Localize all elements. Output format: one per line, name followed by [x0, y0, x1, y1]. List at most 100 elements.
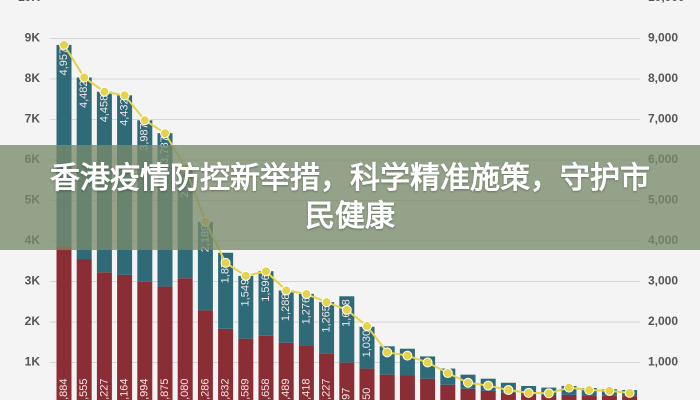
bar-segment: [218, 252, 234, 329]
line-point: [463, 377, 473, 388]
value-label: 3,555: [78, 378, 90, 400]
y2-tick-label: 7,000: [648, 112, 678, 126]
line-point: [422, 357, 433, 368]
line-point: [382, 347, 393, 358]
bar-segment: [96, 272, 112, 400]
value-label: 3,884: [58, 378, 70, 400]
bar-segment: [137, 281, 153, 400]
value-label: 1,288: [280, 294, 292, 322]
y-tick-label: 1K: [25, 355, 41, 369]
value-label: 3,987: [139, 123, 151, 151]
bar-segment: [258, 335, 274, 400]
value-label: 4,957: [58, 48, 70, 76]
value-label: 1,227: [321, 378, 333, 400]
line-point: [240, 270, 251, 281]
value-label: 4,482: [78, 81, 90, 109]
bar-segment: [379, 374, 395, 400]
line-point: [139, 115, 150, 126]
line-point: [523, 387, 534, 398]
bar-segment: [460, 388, 476, 400]
line-point: [281, 285, 292, 296]
bar-segment: [440, 384, 456, 400]
y-tick-label: 2K: [25, 314, 41, 328]
bar-segment: [56, 245, 72, 400]
value-label: 4,432: [119, 98, 131, 126]
line-point: [99, 86, 110, 97]
bar-segment: [561, 394, 577, 400]
value-label: 2,994: [139, 378, 151, 400]
bar-segment: [238, 338, 254, 400]
line-point: [483, 380, 494, 391]
line-point: [402, 350, 413, 361]
line-point: [604, 385, 615, 396]
value-label: 1,276: [300, 297, 312, 325]
value-label: 2,875: [159, 378, 171, 400]
bar-segment: [359, 326, 375, 369]
bar-segment: [177, 278, 193, 400]
chart-title: 香港疫情防控新举措，科学精准施策，守护市民健康: [50, 162, 650, 233]
value-label: 1,265: [321, 305, 333, 333]
line-point: [341, 304, 352, 315]
value-label: 850: [361, 388, 373, 400]
y-tick-label: 10K: [18, 0, 40, 4]
bar-segment: [278, 290, 294, 343]
value-label: 1,589: [240, 378, 252, 400]
y-tick-label: 3K: [25, 274, 41, 288]
y-tick-label: 8K: [25, 71, 41, 85]
bar-segment: [500, 392, 516, 400]
value-label: 1,418: [300, 378, 312, 400]
line-point: [564, 382, 574, 393]
line-point: [59, 39, 69, 50]
bar-segment: [278, 342, 294, 400]
bar-segment: [117, 274, 133, 400]
value-label: 1,832: [220, 378, 232, 400]
line-point: [584, 385, 595, 396]
bar-segment: [319, 353, 335, 400]
bar-segment: [157, 286, 173, 400]
line-point: [119, 90, 130, 101]
bar-segment: [218, 328, 234, 400]
line-point: [503, 385, 514, 396]
value-label: 2,286: [199, 378, 211, 400]
line-point: [261, 266, 271, 277]
bar-segment: [622, 396, 638, 400]
line-point: [442, 368, 453, 379]
line-point: [79, 72, 90, 83]
bar-segment: [319, 302, 335, 354]
bar-segment: [298, 345, 314, 400]
line-point: [321, 297, 332, 308]
bar-segment: [359, 368, 375, 400]
y2-tick-label: 2,000: [648, 314, 678, 328]
value-label: 1,596: [260, 274, 272, 302]
line-point: [543, 388, 554, 399]
value-label: 4,458: [98, 95, 110, 123]
line-point: [301, 289, 312, 300]
bar-segment: [399, 375, 415, 400]
y-tick-label: 9K: [25, 31, 41, 45]
bar-segment: [420, 378, 436, 400]
bar-segment: [197, 310, 213, 400]
y2-tick-label: 10,000: [648, 0, 685, 4]
value-label: 3,080: [179, 378, 191, 400]
bar-segment: [298, 293, 314, 346]
line-point: [624, 387, 635, 398]
y2-tick-label: 8,000: [648, 71, 678, 85]
bar-segment: [258, 271, 274, 336]
value-label: 1,489: [280, 378, 292, 400]
value-label: 997: [341, 388, 353, 400]
title-banner: [0, 145, 700, 250]
bar-segment: [581, 395, 597, 400]
value-label: 1,658: [260, 378, 272, 400]
line-point: [362, 321, 372, 332]
value-label: 1,549: [240, 279, 252, 307]
line-point: [220, 257, 231, 268]
value-label: 3,227: [98, 378, 110, 400]
y2-tick-label: 1,000: [648, 355, 678, 369]
y2-tick-label: 3,000: [648, 274, 678, 288]
line-point: [160, 128, 170, 139]
bar-segment: [76, 259, 92, 400]
bar-segment: [339, 362, 355, 400]
y2-tick-label: 9,000: [648, 31, 678, 45]
y-tick-label: 7K: [25, 112, 41, 126]
